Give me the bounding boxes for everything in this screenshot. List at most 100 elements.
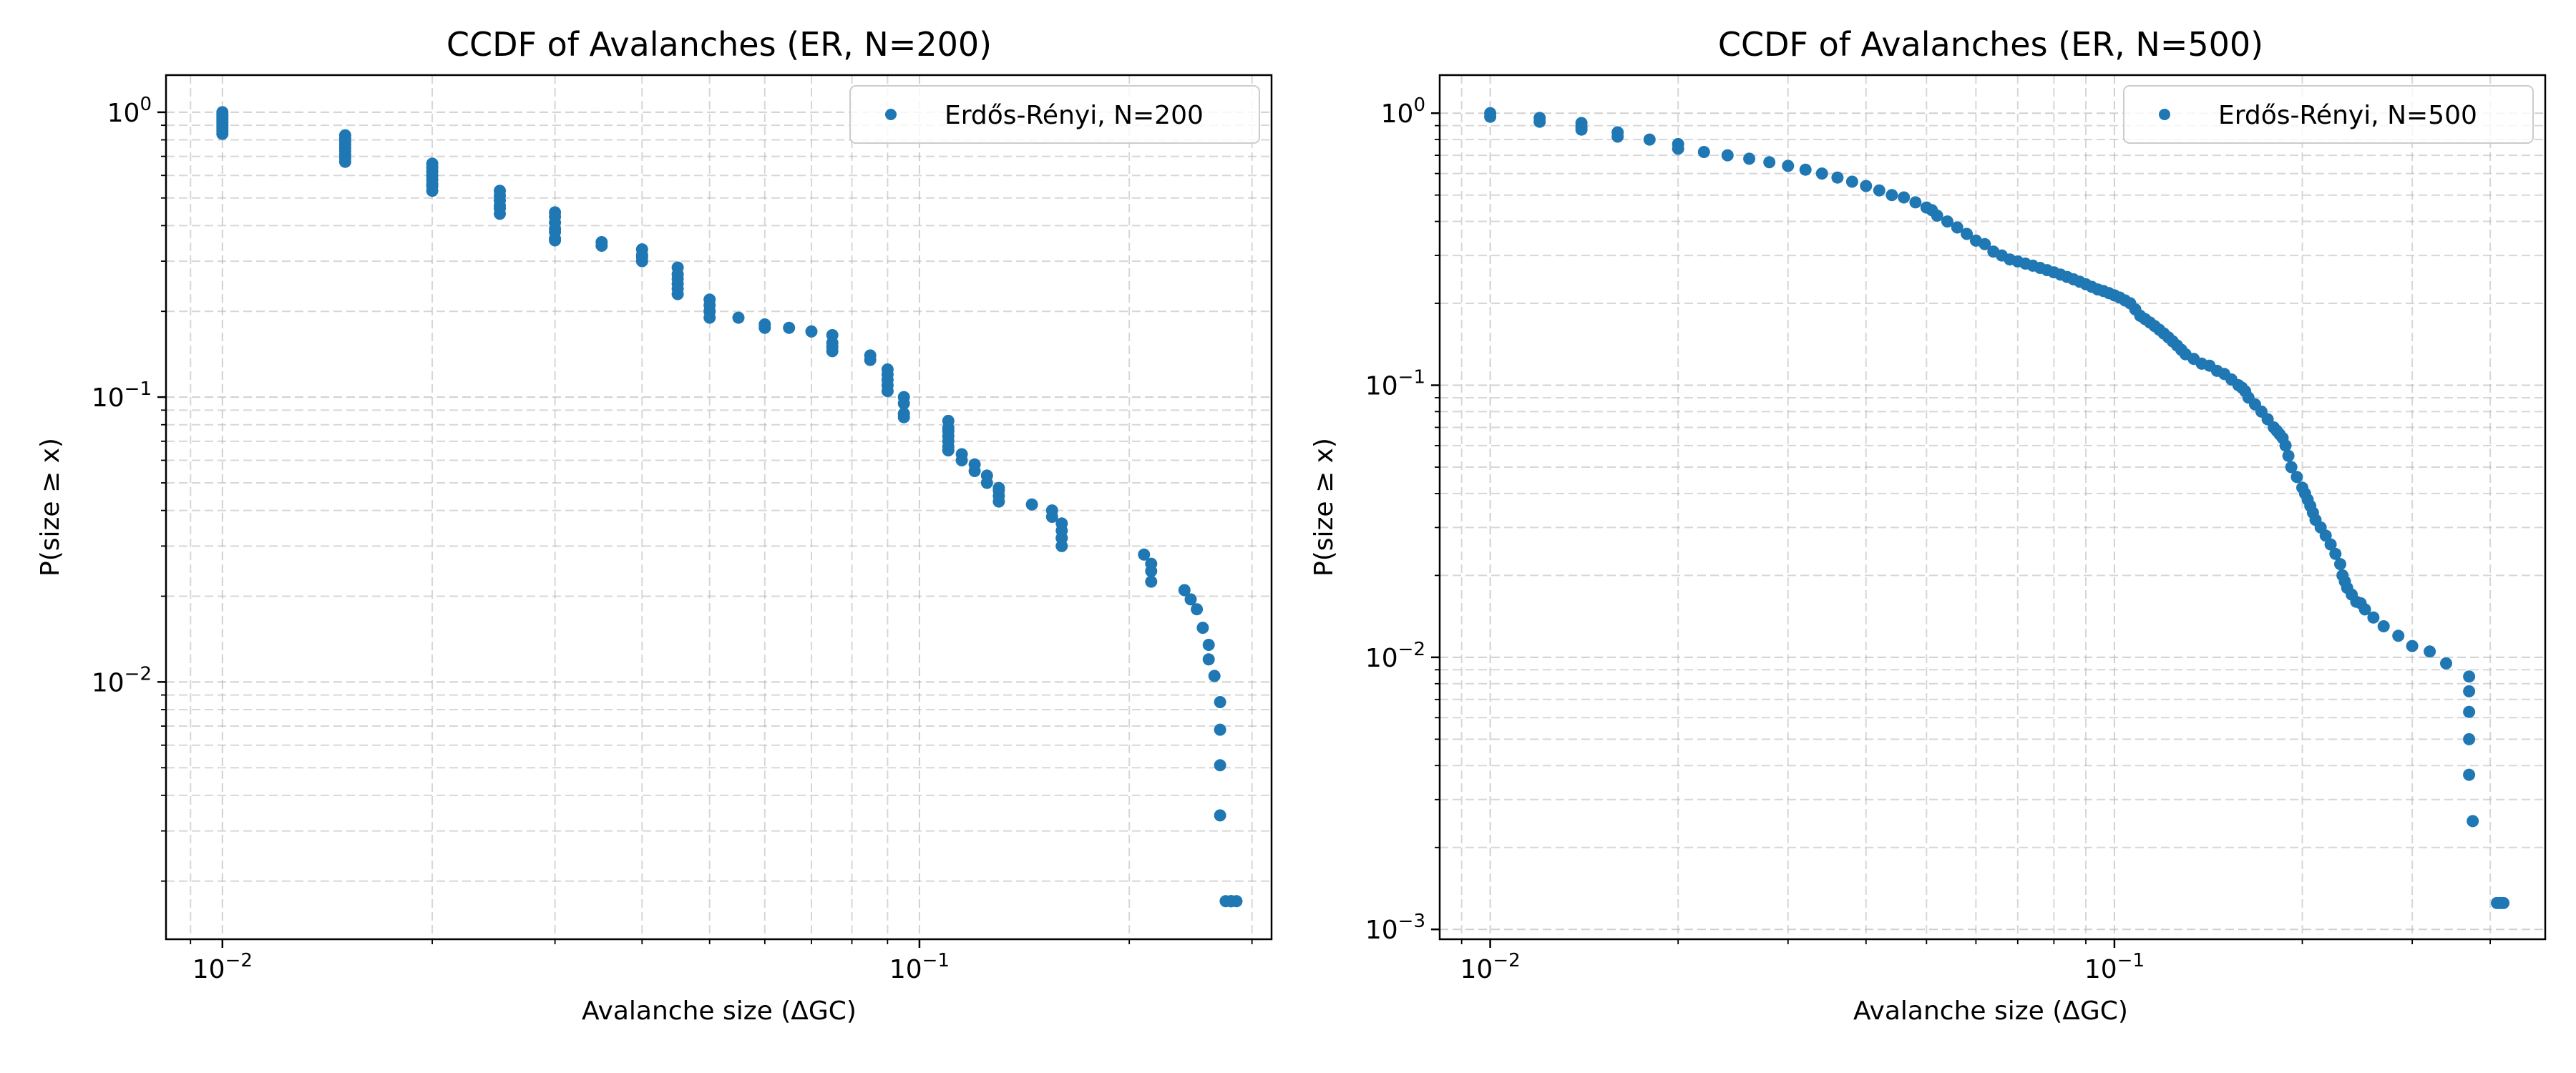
data-point (1214, 809, 1226, 822)
data-point (980, 476, 993, 489)
data-point (1230, 895, 1243, 908)
legend: Erdős-Rényi, N=500 (2123, 85, 2534, 144)
data-point (826, 345, 839, 358)
data-point (1533, 115, 1546, 128)
data-point (942, 444, 955, 457)
data-point (2290, 471, 2303, 484)
data-point (1743, 152, 1756, 165)
data-point (1885, 189, 1898, 202)
data-point (1672, 142, 1684, 155)
data-point (1145, 575, 1158, 588)
data-point (1191, 603, 1204, 616)
data-point (2377, 620, 2390, 632)
y-axis-label: P(size ≥ x) (36, 438, 65, 577)
grid (1440, 75, 2545, 939)
data-point (549, 234, 562, 247)
y-tick-label: 100 (107, 94, 152, 128)
data-point (1961, 227, 1974, 240)
data-point (897, 411, 910, 423)
data-point (703, 311, 716, 324)
data-point (2467, 815, 2479, 828)
legend-marker (2159, 109, 2170, 120)
data-point (1815, 167, 1828, 180)
data-point (1831, 171, 1844, 184)
x-axis-label: Avalanche size (ΔGC) (1853, 996, 2128, 1026)
y-tick-label: 10−1 (92, 378, 152, 413)
data-point (968, 465, 981, 477)
legend-label: Erdős-Rényi, N=200 (945, 101, 1204, 130)
data-point (1782, 160, 1795, 172)
x-tick-label: 10−1 (2084, 950, 2145, 984)
data-point (2285, 461, 2298, 474)
data-point (805, 325, 818, 338)
y-tick-label: 10−2 (1365, 639, 1425, 673)
data-point (2324, 538, 2337, 551)
data-point (1898, 191, 1911, 204)
data-point (2358, 603, 2371, 616)
data-point (1145, 564, 1158, 577)
data-point (1799, 163, 1812, 176)
chart-panel-left: CCDF of Avalanches (ER, N=200) 10−2 10−1 1… (36, 25, 1273, 1026)
y-tick-label: 10−1 (1365, 367, 1425, 401)
data-point (1643, 133, 1656, 146)
data-point (2497, 896, 2510, 909)
data-point (1951, 221, 1963, 234)
chart-panel-right: CCDF of Avalanches (ER, N=500) 10−2 10−11… (1309, 25, 2547, 1026)
data-point (595, 240, 608, 252)
legend: Erdős-Rényi, N=200 (849, 85, 1260, 144)
data-point (732, 311, 745, 324)
data-point (1178, 584, 1191, 597)
data-point (2463, 670, 2476, 683)
data-point (758, 321, 771, 334)
data-point (2463, 768, 2476, 781)
data-point (216, 127, 229, 140)
data-point (2279, 439, 2292, 452)
data-point (2463, 705, 2476, 718)
data-point (955, 454, 968, 466)
data-points (1484, 107, 2510, 909)
data-point (992, 495, 1005, 508)
data-point (494, 207, 506, 220)
data-point (1979, 237, 1991, 250)
data-point (635, 255, 648, 268)
data-point (1196, 622, 1209, 635)
data-point (881, 385, 894, 398)
data-point (897, 397, 910, 410)
data-point (2424, 645, 2436, 658)
data-point (1184, 593, 1197, 606)
data-point (864, 353, 877, 366)
y-tick-label: 100 (1381, 94, 1425, 129)
axis-ticks: 10−2 10−1 10−3 10−2 10−1 100 (1365, 94, 2492, 984)
data-point (1763, 156, 1776, 169)
x-axis-label: Avalanche size (ΔGC) (582, 996, 857, 1026)
legend-box (849, 85, 1260, 144)
data-point (1575, 123, 1588, 136)
data-point (1025, 498, 1038, 511)
data-point (671, 288, 684, 300)
data-point (1214, 759, 1226, 772)
data-point (1055, 539, 1068, 552)
y-axis-label: P(size ≥ x) (1309, 438, 1339, 577)
x-tick-label: 10−1 (889, 950, 950, 984)
x-tick-label: 10−2 (1460, 950, 1521, 984)
data-point (1697, 146, 1710, 158)
data-point (2367, 611, 2380, 624)
chart-title: CCDF of Avalanches (ER, N=200) (447, 25, 992, 64)
data-point (1484, 110, 1497, 123)
data-point (1873, 184, 1885, 197)
data-point (2392, 629, 2405, 642)
y-tick-label: 10−2 (92, 663, 152, 697)
data-point (426, 185, 439, 197)
grid (166, 75, 1272, 939)
y-tick-label: 10−3 (1365, 911, 1425, 945)
data-point (1845, 175, 1858, 188)
legend-marker (885, 109, 897, 120)
data-point (1138, 548, 1151, 561)
legend-box (2123, 85, 2534, 144)
data-point (2463, 685, 2476, 697)
data-point (1208, 670, 1221, 682)
data-point (2282, 449, 2295, 462)
data-point (2329, 547, 2342, 560)
axis-ticks: 10−2 10−1 10−2 10−1 100 (92, 94, 1253, 984)
